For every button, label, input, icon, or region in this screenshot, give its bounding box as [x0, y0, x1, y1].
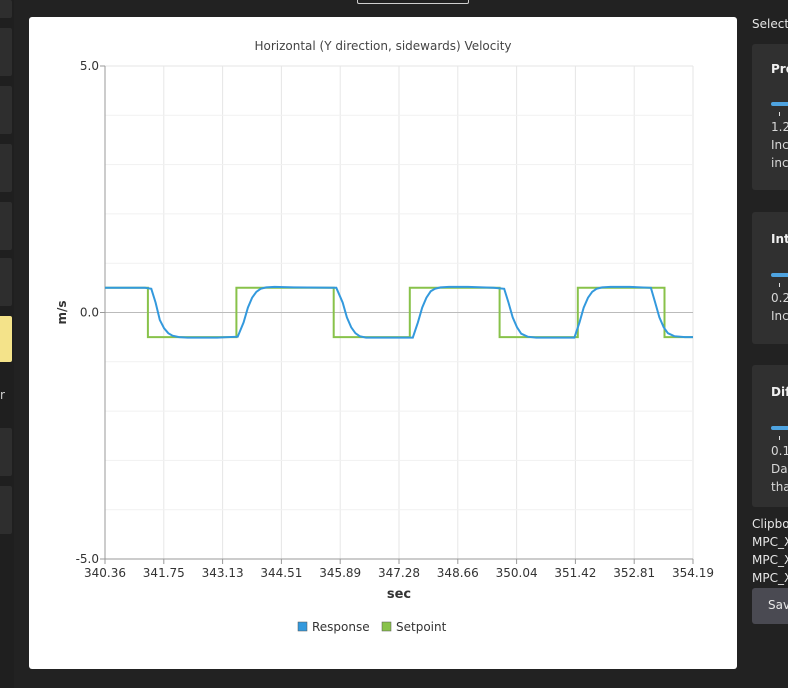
- chart-panel: [29, 17, 737, 669]
- sidebar-tile[interactable]: [0, 428, 12, 476]
- chart-legend: Response Setpoint: [297, 620, 447, 634]
- card-title: Int: [771, 232, 788, 246]
- x-tick-label: 348.66: [437, 566, 479, 580]
- left-sidebar: [0, 0, 14, 688]
- param-name-line: MPC_X: [752, 571, 788, 585]
- top-input-field[interactable]: [357, 0, 469, 4]
- card-title: Dif: [771, 385, 788, 399]
- response-series-line: [105, 285, 693, 339]
- x-tick-label: 340.36: [84, 566, 126, 580]
- sidebar-tile[interactable]: [0, 28, 12, 76]
- param-desc: Inc: [771, 138, 788, 152]
- param-slider[interactable]: [771, 102, 788, 106]
- sidebar-tile-active[interactable]: [0, 316, 12, 362]
- param-card-derivative: Dif 0.1 Da tha: [752, 365, 788, 507]
- grid-lines: [100, 65, 694, 564]
- param-name-line: MPC_X: [752, 535, 788, 549]
- param-name-line: MPC_X: [752, 553, 788, 567]
- x-tick-label: 345.89: [319, 566, 361, 580]
- x-tick-label: 351.42: [554, 566, 596, 580]
- sidebar-partial-text: r: [0, 388, 5, 402]
- param-desc: inc: [771, 156, 788, 170]
- param-card-integral: Int 0.2 Inc: [752, 212, 788, 344]
- sidebar-tile[interactable]: [0, 144, 12, 192]
- y-tick-labels: 5.0 0.0 -5.0: [76, 59, 99, 566]
- sidebar-tile[interactable]: [0, 86, 12, 134]
- x-tick-label: 350.04: [496, 566, 538, 580]
- y-axis-label: m/s: [55, 300, 69, 324]
- chart-title: Horizontal (Y direction, sidewards) Velo…: [254, 39, 512, 53]
- save-button-label: Sav: [768, 598, 788, 612]
- x-tick-label: 352.81: [613, 566, 655, 580]
- select-label: Select: [752, 17, 788, 31]
- param-value: 0.2: [771, 291, 788, 305]
- clipboard-label: Clipbo: [752, 517, 788, 531]
- param-desc: Da: [771, 462, 788, 476]
- param-value: 0.1: [771, 444, 788, 458]
- slider-tick: [779, 112, 780, 116]
- y-tick-label: -5.0: [76, 552, 99, 566]
- sidebar-tile[interactable]: [0, 486, 12, 534]
- legend-label-setpoint[interactable]: Setpoint: [396, 620, 447, 634]
- param-card-proportional: Pro 1.2 Inc inc: [752, 44, 788, 190]
- param-slider[interactable]: [771, 426, 788, 430]
- x-tick-label: 354.19: [672, 566, 714, 580]
- param-value: 1.2: [771, 120, 788, 134]
- save-button[interactable]: Sav: [752, 588, 788, 624]
- param-slider[interactable]: [771, 273, 788, 277]
- sidebar-tile[interactable]: [0, 0, 12, 18]
- x-tick-label: 347.28: [378, 566, 420, 580]
- slider-tick: [779, 283, 780, 287]
- x-tick-label: 343.13: [202, 566, 244, 580]
- sidebar-tile[interactable]: [0, 202, 12, 250]
- x-tick-label: 344.51: [260, 566, 302, 580]
- sidebar-tile[interactable]: [0, 258, 12, 306]
- y-tick-label: 5.0: [80, 59, 99, 73]
- legend-label-response[interactable]: Response: [312, 620, 370, 634]
- card-title: Pro: [771, 62, 788, 76]
- param-desc: tha: [771, 480, 788, 494]
- slider-tick: [779, 436, 780, 440]
- y-tick-label: 0.0: [80, 306, 99, 320]
- legend-swatch-setpoint: [381, 621, 392, 632]
- x-axis-label: sec: [387, 587, 411, 602]
- legend-swatch-response: [297, 621, 308, 632]
- x-tick-label: 341.75: [143, 566, 185, 580]
- right-settings-panel: Select Pro 1.2 Inc inc Int 0.2 Inc Dif 0…: [750, 0, 788, 688]
- param-desc: Inc: [771, 309, 788, 323]
- x-tick-labels: 340.36 341.75 343.13 344.51 345.89 347.28 348.…: [84, 566, 714, 580]
